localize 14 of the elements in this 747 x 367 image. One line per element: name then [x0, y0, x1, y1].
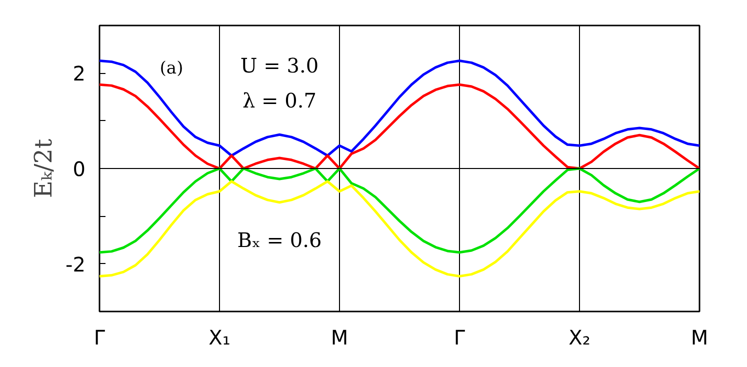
annotation: λ = 0.7	[242, 88, 316, 113]
annotation: (a)	[160, 58, 184, 78]
x-tick-label: M	[330, 326, 348, 350]
x-tick-label: X₁	[208, 326, 230, 350]
x-tick-label: Γ	[454, 326, 466, 350]
y-tick-label: -2	[66, 252, 86, 276]
y-tick-label: 0	[72, 157, 86, 181]
x-tick-label: X₂	[568, 326, 590, 350]
x-tick-label: Γ	[94, 326, 106, 350]
annotation: Bₓ = 0.6	[237, 228, 322, 252]
annotation: U = 3.0	[240, 54, 319, 78]
x-tick-label: M	[690, 326, 708, 350]
y-tick-label: 2	[72, 62, 86, 86]
y-axis-title: Eₖ/2t	[30, 138, 58, 198]
